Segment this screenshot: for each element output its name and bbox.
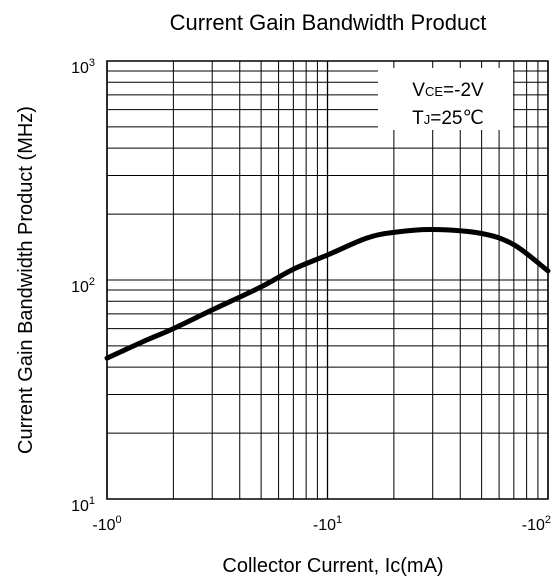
x-axis-label: Collector Current, Ic(mA)	[222, 555, 443, 577]
y-tick-label: 101	[71, 495, 95, 515]
x-tick-label: -102	[522, 514, 551, 534]
x-tick-label: -100	[92, 514, 121, 534]
annotation-vce: VCE=-2V	[412, 80, 484, 101]
y-tick-label: 103	[71, 57, 95, 77]
x-tick-label: -101	[313, 514, 342, 534]
series-line	[104, 226, 551, 361]
annotation-box: VCE=-2V TJ=25℃	[378, 68, 513, 130]
y-tick-label: 102	[71, 276, 95, 296]
y-axis-label: Current Gain Bandwidth Product (MHz)	[15, 106, 37, 454]
annotation-background	[378, 68, 513, 130]
chart-title: Current Gain Bandwidth Product	[170, 10, 487, 35]
series-layer	[104, 226, 551, 361]
annotation-tj: TJ=25℃	[412, 108, 484, 129]
tick-labels: -100 -101 -102 101 102 103	[71, 57, 551, 534]
plot-frame	[106, 60, 549, 500]
